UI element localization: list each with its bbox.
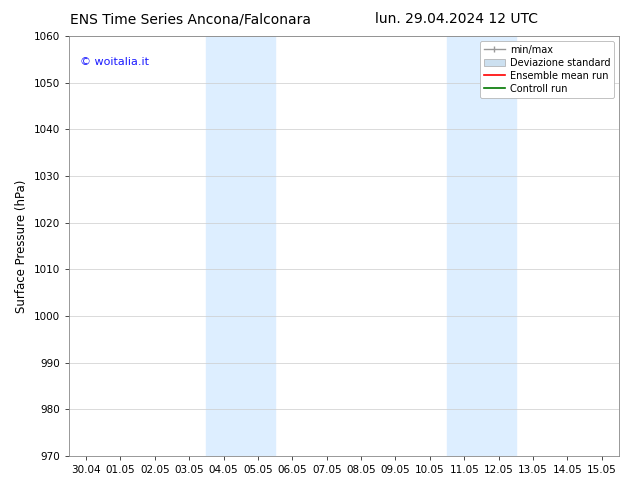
Bar xyxy=(447,36,516,456)
Y-axis label: Surface Pressure (hPa): Surface Pressure (hPa) xyxy=(15,179,28,313)
Legend: min/max, Deviazione standard, Ensemble mean run, Controll run: min/max, Deviazione standard, Ensemble m… xyxy=(479,41,614,98)
Bar xyxy=(207,36,275,456)
Text: ENS Time Series Ancona/Falconara: ENS Time Series Ancona/Falconara xyxy=(70,12,311,26)
Text: © woitalia.it: © woitalia.it xyxy=(80,57,149,67)
Text: lun. 29.04.2024 12 UTC: lun. 29.04.2024 12 UTC xyxy=(375,12,538,26)
